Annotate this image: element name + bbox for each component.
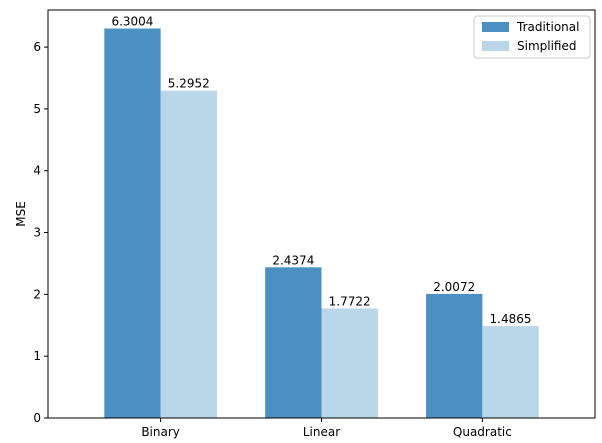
y-tick-label: 1 [33,349,41,363]
x-tick-label: Linear [303,425,340,439]
x-axis: Binary Linear Quadratic [141,418,512,439]
bar-traditional-binary [104,28,161,419]
value-labels-group: 6.3004 2.4374 2.0072 5.2952 1.7722 1.4865 [111,15,531,327]
bar-simplified-linear [321,308,378,418]
bar-simplified-quadratic [482,326,539,418]
value-label-simplified-linear: 1.7722 [329,294,371,308]
y-axis: 0 1 2 3 4 5 6 [33,40,48,425]
value-label-simplified-quadratic: 1.4865 [490,312,532,326]
y-tick-label: 6 [33,40,41,54]
bar-traditional-quadratic [426,293,483,418]
legend: Traditional Simplified [473,15,591,59]
y-tick-label: 2 [33,287,41,301]
y-axis-title: MSE [14,201,28,227]
y-tick-label: 3 [33,226,41,240]
bar-traditional-linear [265,267,322,418]
bar-simplified-binary [160,90,217,418]
legend-swatch-simplified [482,41,509,51]
value-label-traditional-binary: 6.3004 [111,15,153,29]
x-tick-label: Binary [141,425,180,439]
y-tick-label: 4 [33,164,41,178]
plot-frame [47,9,596,419]
bars-group [104,28,539,419]
legend-label-simplified: Simplified [517,39,576,53]
value-label-traditional-linear: 2.4374 [272,253,314,267]
y-tick-label: 0 [33,411,41,425]
x-tick-label: Quadratic [453,425,512,439]
value-label-traditional-quadratic: 2.0072 [433,280,475,294]
legend-label-traditional: Traditional [516,20,579,34]
value-label-simplified-binary: 5.2952 [168,77,210,91]
legend-swatch-traditional [482,22,509,32]
y-tick-label: 5 [33,102,41,116]
